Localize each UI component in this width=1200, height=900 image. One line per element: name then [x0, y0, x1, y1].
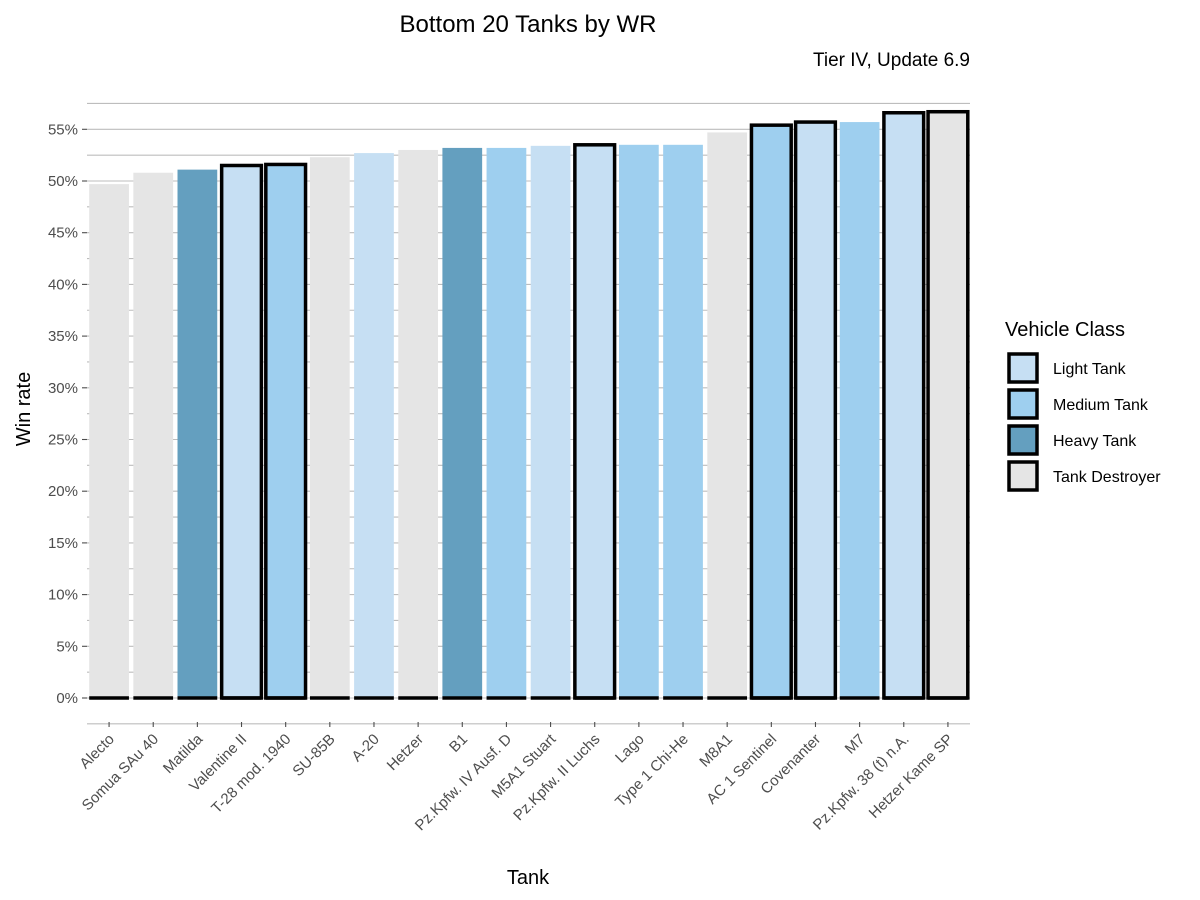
- legend-swatch: [1007, 460, 1039, 492]
- x-axis-title: Tank: [507, 867, 550, 889]
- y-tick-label: 25%: [48, 432, 78, 449]
- y-tick-label: 45%: [48, 225, 78, 242]
- bar: [926, 109, 970, 700]
- y-tick-label: 15%: [48, 535, 78, 552]
- x-tick-label: B1: [446, 731, 471, 756]
- bar: [398, 149, 438, 699]
- x-tick-label: M8A1: [696, 731, 736, 771]
- y-tick-label: 5%: [56, 638, 78, 655]
- y-tick-label: 35%: [48, 328, 78, 345]
- gridlines: [87, 102, 970, 725]
- bar: [264, 162, 308, 700]
- bar: [663, 144, 703, 698]
- legend-label: Light Tank: [1053, 361, 1127, 378]
- y-axis-title: Win rate: [13, 372, 35, 446]
- y-tick-label: 0%: [56, 690, 78, 707]
- bar: [309, 157, 350, 698]
- y-tick-label: 40%: [48, 276, 78, 293]
- bar: [793, 120, 838, 700]
- bars: [89, 109, 970, 700]
- legend-swatch: [1007, 424, 1039, 456]
- legend-swatch: [1007, 352, 1039, 384]
- y-tick-label: 55%: [48, 121, 78, 138]
- x-tick-label: Lago: [612, 731, 648, 767]
- legend-swatch: [1007, 388, 1039, 420]
- bar: [882, 111, 926, 700]
- legend-label: Tank Destroyer: [1053, 469, 1161, 486]
- bar: [573, 143, 617, 700]
- bar: [839, 122, 880, 698]
- y-tick-label: 10%: [48, 587, 78, 604]
- bar: [219, 163, 264, 700]
- chart-title: Bottom 20 Tanks by WR: [400, 11, 657, 38]
- bar: [442, 147, 483, 699]
- bar: [530, 145, 571, 698]
- legend: Vehicle Class Light Tank Medium Tank Heavy…: [1005, 319, 1161, 492]
- chart-subtitle: Tier IV, Update 6.9: [813, 50, 970, 71]
- legend-label: Medium Tank: [1053, 397, 1149, 414]
- y-tick-label: 50%: [48, 173, 78, 190]
- legend-label: Heavy Tank: [1053, 433, 1137, 450]
- y-tick-label: 30%: [48, 380, 78, 397]
- x-tick-label: Hetzer: [384, 731, 427, 774]
- x-tick-label: M7: [842, 731, 869, 758]
- bar: [177, 169, 218, 699]
- bar: [133, 172, 174, 698]
- bar: [707, 132, 748, 699]
- legend-title: Vehicle Class: [1005, 319, 1125, 341]
- bar: [619, 144, 659, 698]
- bar: [354, 153, 394, 698]
- x-tick-label: Somua SAu 40: [79, 731, 162, 814]
- x-tick-label: SU-85B: [289, 731, 338, 780]
- x-tick-label: A-20: [348, 731, 382, 765]
- x-tick-label: T-28 mod. 1940: [208, 731, 294, 817]
- x-tick-label: Alecto: [76, 731, 118, 773]
- y-tick-label: 20%: [48, 483, 78, 500]
- bar: [486, 147, 527, 699]
- x-tick-label: Hetzer Kame SP: [866, 731, 957, 822]
- y-axis-ticks: 0% 5% 10% 15% 20% 25% 30% 35% 40% 45% 50% 55%: [48, 121, 87, 707]
- bar: [749, 123, 793, 700]
- bar: [89, 184, 129, 699]
